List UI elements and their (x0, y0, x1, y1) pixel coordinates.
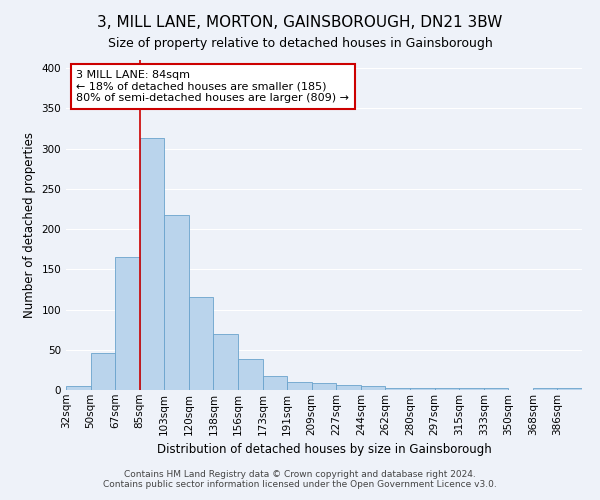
Bar (484, 388, 508, 390)
Bar (91, 353, 115, 390)
Text: Contains HM Land Registry data © Crown copyright and database right 2024.
Contai: Contains HM Land Registry data © Crown c… (103, 470, 497, 489)
Bar (434, 388, 459, 390)
Bar (189, 296, 214, 390)
Bar (164, 214, 189, 390)
Bar (287, 382, 312, 390)
Bar (361, 386, 385, 390)
Y-axis label: Number of detached properties: Number of detached properties (23, 132, 36, 318)
Text: Size of property relative to detached houses in Gainsborough: Size of property relative to detached ho… (107, 38, 493, 51)
Bar (385, 388, 410, 390)
Bar (312, 383, 336, 390)
Bar (66, 386, 91, 390)
Bar (459, 388, 484, 390)
Bar (263, 376, 287, 390)
Bar (533, 388, 557, 390)
Bar (557, 388, 582, 390)
Text: 3 MILL LANE: 84sqm
← 18% of detached houses are smaller (185)
80% of semi-detach: 3 MILL LANE: 84sqm ← 18% of detached hou… (76, 70, 349, 103)
X-axis label: Distribution of detached houses by size in Gainsborough: Distribution of detached houses by size … (157, 443, 491, 456)
Bar (336, 385, 361, 390)
Bar (238, 360, 263, 390)
Bar (115, 257, 140, 390)
Bar (140, 138, 164, 390)
Bar (410, 388, 434, 390)
Text: 3, MILL LANE, MORTON, GAINSBOROUGH, DN21 3BW: 3, MILL LANE, MORTON, GAINSBOROUGH, DN21… (97, 15, 503, 30)
Bar (214, 334, 238, 390)
